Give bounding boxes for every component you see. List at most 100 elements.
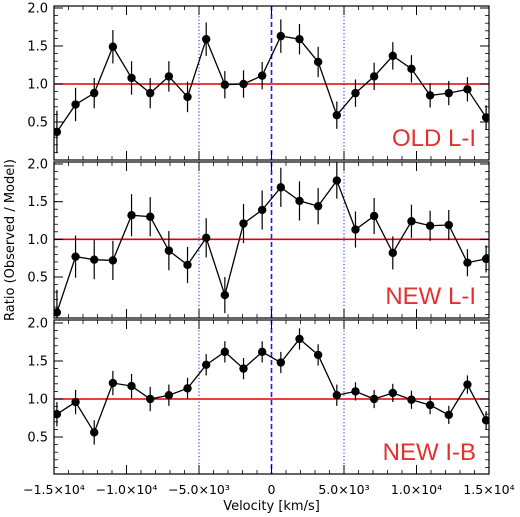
data-point [295, 34, 304, 44]
y-tick-label: 1.5 [27, 40, 48, 55]
x-tick-label: −1.0×10⁴ [96, 482, 158, 497]
data-point [201, 360, 211, 369]
data-point [239, 364, 248, 373]
data-point [425, 221, 435, 230]
panel-3: 0.5 1.0 1.5 2.0 NEW I-B [27, 317, 490, 475]
y-tick-label: 0.5 [27, 431, 48, 446]
panel-content [54, 162, 489, 318]
y-tick-label: 2.0 [27, 2, 48, 17]
data-point [108, 256, 118, 265]
data-point [481, 113, 489, 122]
series-line [56, 35, 487, 133]
data-point [369, 394, 379, 404]
x-tick-label: 5.0×10³ [318, 482, 369, 497]
data-point [351, 88, 360, 98]
data-point [201, 233, 211, 243]
data-point [71, 100, 80, 109]
data-point [146, 88, 155, 98]
data-point [183, 384, 192, 393]
data-point [108, 42, 118, 51]
x-tick-label: −5.0×10³ [168, 482, 230, 497]
data-point [332, 110, 342, 120]
data-point [295, 196, 304, 206]
data-point [127, 211, 136, 220]
x-tick-label: 1.5×10⁴ [463, 482, 514, 497]
panel-label: NEW L-I [385, 283, 476, 310]
y-tick-label: 1.0 [27, 393, 48, 408]
data-point [444, 410, 453, 420]
data-point [313, 57, 323, 67]
y-tick-label: 1.5 [27, 355, 48, 370]
panel-1: 0.5 1.0 1.5 2.0 OLD L-I [27, 2, 490, 161]
data-point [257, 71, 267, 80]
data-point [90, 428, 99, 437]
data-point [127, 381, 136, 391]
data-point [276, 31, 286, 41]
data-point [183, 92, 192, 102]
x-tick-label: 0 [268, 482, 276, 497]
data-point [351, 387, 360, 396]
data-point [463, 85, 472, 94]
data-point [388, 248, 397, 258]
data-point [463, 380, 472, 389]
data-point [444, 88, 453, 98]
x-tick-label: −1.5×10⁴ [23, 482, 85, 497]
data-point [444, 220, 453, 230]
data-point [407, 64, 416, 74]
x-axis-label: Velocity [km/s] [223, 499, 320, 514]
data-point [183, 260, 192, 270]
x-tick-label: 1.0×10⁴ [391, 482, 442, 497]
data-point [481, 254, 489, 264]
data-point [239, 79, 248, 89]
y-axis-label: Ratio (Observed / Model) [3, 159, 18, 321]
data-point [71, 397, 80, 407]
data-point [407, 395, 416, 404]
y-tick-label: 0.5 [27, 271, 48, 286]
data-point [388, 51, 397, 61]
panel-content [54, 320, 489, 474]
data-point [369, 72, 379, 81]
data-point [313, 350, 323, 360]
data-point [313, 201, 323, 211]
y-tick-label: 1.5 [27, 195, 48, 210]
data-point [201, 34, 211, 44]
panel-label: OLD L-I [392, 125, 476, 152]
data-point [239, 219, 248, 228]
data-point [276, 183, 286, 192]
panel-2: 0.5 1.0 1.5 2.0 NEW L-I [27, 158, 490, 319]
y-tick-label: 2.0 [27, 158, 48, 173]
data-point [276, 358, 286, 367]
data-point [463, 258, 472, 267]
panel-label: NEW I-B [383, 439, 476, 466]
data-point [220, 290, 230, 300]
panel-content [54, 6, 489, 160]
y-tick-label: 2.0 [27, 317, 48, 332]
data-point [71, 252, 80, 261]
data-point [90, 255, 99, 264]
y-tick-label: 0.5 [27, 116, 48, 131]
data-point [164, 72, 174, 81]
data-point [351, 225, 360, 234]
data-point [220, 80, 230, 89]
data-point [407, 217, 416, 226]
data-point [257, 347, 267, 357]
data-point [146, 394, 155, 404]
data-point [164, 246, 174, 255]
data-point [146, 212, 155, 221]
data-point [220, 347, 230, 357]
data-point [257, 205, 267, 215]
data-point [388, 388, 397, 398]
y-tick-label: 1.0 [27, 78, 48, 93]
data-point [164, 391, 174, 400]
data-point [481, 416, 489, 425]
data-point [425, 400, 435, 410]
data-point [332, 176, 342, 185]
data-point [108, 378, 118, 388]
y-tick-label: 1.0 [27, 233, 48, 248]
data-point [295, 334, 304, 344]
data-point [127, 73, 136, 83]
data-point [90, 88, 99, 98]
data-point [425, 91, 435, 100]
